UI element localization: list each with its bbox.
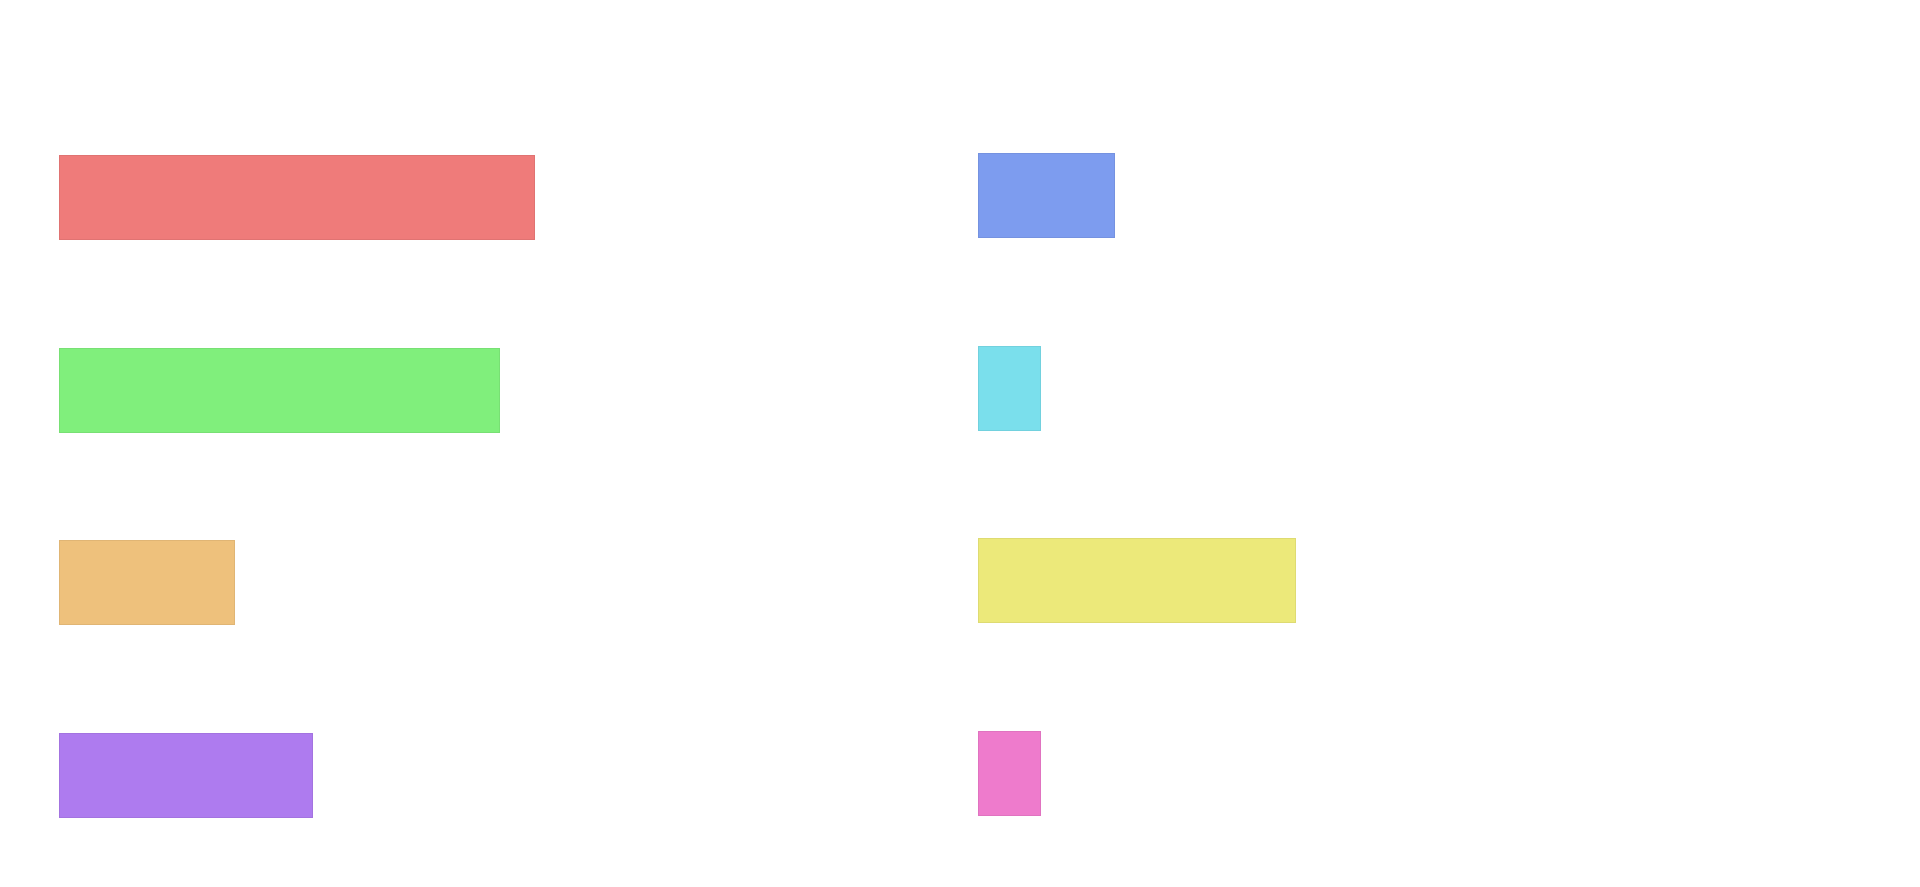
purple-block[interactable] bbox=[59, 733, 313, 818]
green-block[interactable] bbox=[59, 348, 500, 433]
orange-block[interactable] bbox=[59, 540, 235, 625]
cyan-block[interactable] bbox=[978, 346, 1041, 431]
yellow-block[interactable] bbox=[978, 538, 1296, 623]
pink-block[interactable] bbox=[978, 731, 1041, 816]
red-block[interactable] bbox=[59, 155, 535, 240]
blue-block[interactable] bbox=[978, 153, 1115, 238]
